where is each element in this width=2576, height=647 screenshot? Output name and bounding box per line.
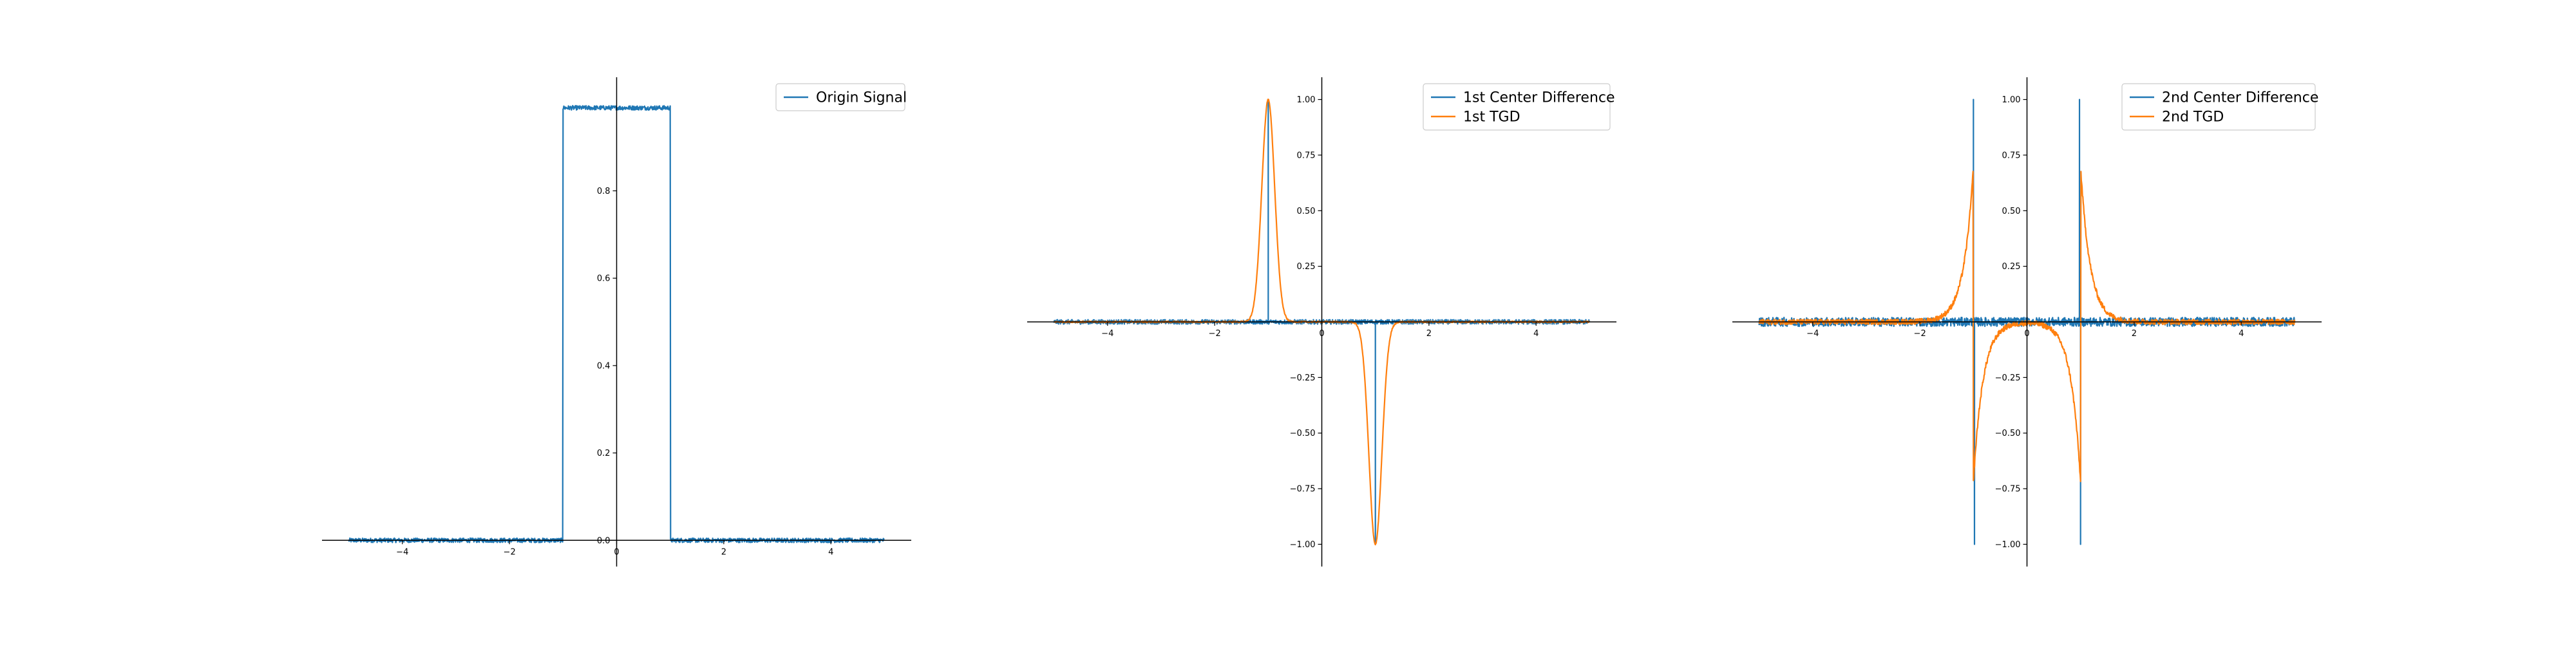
- y-tick-label: −0.75: [1995, 485, 2021, 494]
- x-tick-label: 4: [1533, 329, 1539, 339]
- x-tick-label: −4: [1101, 329, 1113, 339]
- x-tick-label: 0: [614, 547, 619, 557]
- y-tick-label: 0.75: [1297, 151, 1316, 160]
- legend-entry: Origin Signal: [816, 90, 907, 106]
- y-tick-label: 0.2: [597, 449, 611, 458]
- legend: Origin Signal: [775, 83, 907, 111]
- x-tick-label: 4: [2239, 329, 2244, 339]
- legend-box: [1423, 83, 1611, 131]
- x-tick-label: −4: [396, 547, 408, 557]
- y-tick-label: 1.00: [2002, 95, 2021, 105]
- x-tick-label: −4: [1806, 329, 1819, 339]
- y-tick-label: −0.25: [1290, 373, 1316, 383]
- legend-entry: 1st Center Difference: [1463, 90, 1615, 106]
- x-tick-label: 2: [2132, 329, 2137, 339]
- legend: 2nd Center Difference 2nd TGD: [2121, 83, 2318, 131]
- y-tick-label: −1.00: [1995, 540, 2021, 550]
- y-tick-label: 0.75: [2002, 151, 2021, 160]
- legend-entry: 1st TGD: [1463, 109, 1520, 126]
- x-tick-label: −2: [1209, 329, 1221, 339]
- y-tick-label: 0.50: [1297, 207, 1316, 216]
- x-tick-label: −2: [1914, 329, 1926, 339]
- chart-panel-1: −4 −2 0 2 4 0.0 0.2 0.4 0.6 0.8 Origin Signal: [322, 77, 911, 567]
- x-tick-label: 2: [721, 547, 726, 557]
- legend-entry: 2nd Center Difference: [2162, 90, 2318, 106]
- y-tick-label: 0.0: [597, 536, 611, 546]
- y-tick-label: 0.6: [597, 274, 611, 284]
- y-tick-label: 0.4: [597, 361, 611, 371]
- y-tick-label: −0.25: [1995, 373, 2021, 383]
- y-tick-label: −1.00: [1290, 540, 1316, 550]
- x-tick-label: −2: [504, 547, 516, 557]
- x-tick-label: 0: [2024, 329, 2029, 339]
- x-tick-label: 0: [1319, 329, 1324, 339]
- legend-entry: 2nd TGD: [2162, 109, 2224, 126]
- y-tick-label: −0.75: [1290, 485, 1316, 494]
- legend-box: [775, 83, 905, 111]
- chart-panel-2: −4 −2 0 2 4 −1.00 −0.75 −0.50 −0.25 0.25 0.50 0.75 1…: [1027, 77, 1616, 567]
- y-tick-label: −0.50: [1995, 429, 2021, 438]
- y-tick-label: 0.50: [2002, 207, 2021, 216]
- x-tick-label: 4: [828, 547, 833, 557]
- x-tick-label: 2: [1426, 329, 1432, 339]
- chart-panel-3: −4 −2 0 2 4 −1.00 −0.75 −0.50 −0.25 0.25 0.50 0.75 1…: [1732, 77, 2322, 567]
- legend-box: [2121, 83, 2316, 131]
- y-tick-label: 0.8: [597, 187, 611, 196]
- y-tick-label: −0.50: [1290, 429, 1316, 438]
- y-tick-label: 0.25: [2002, 262, 2021, 272]
- y-tick-label: 1.00: [1297, 95, 1316, 105]
- y-tick-label: 0.25: [1297, 262, 1316, 272]
- legend: 1st Center Difference 1st TGD: [1423, 83, 1615, 131]
